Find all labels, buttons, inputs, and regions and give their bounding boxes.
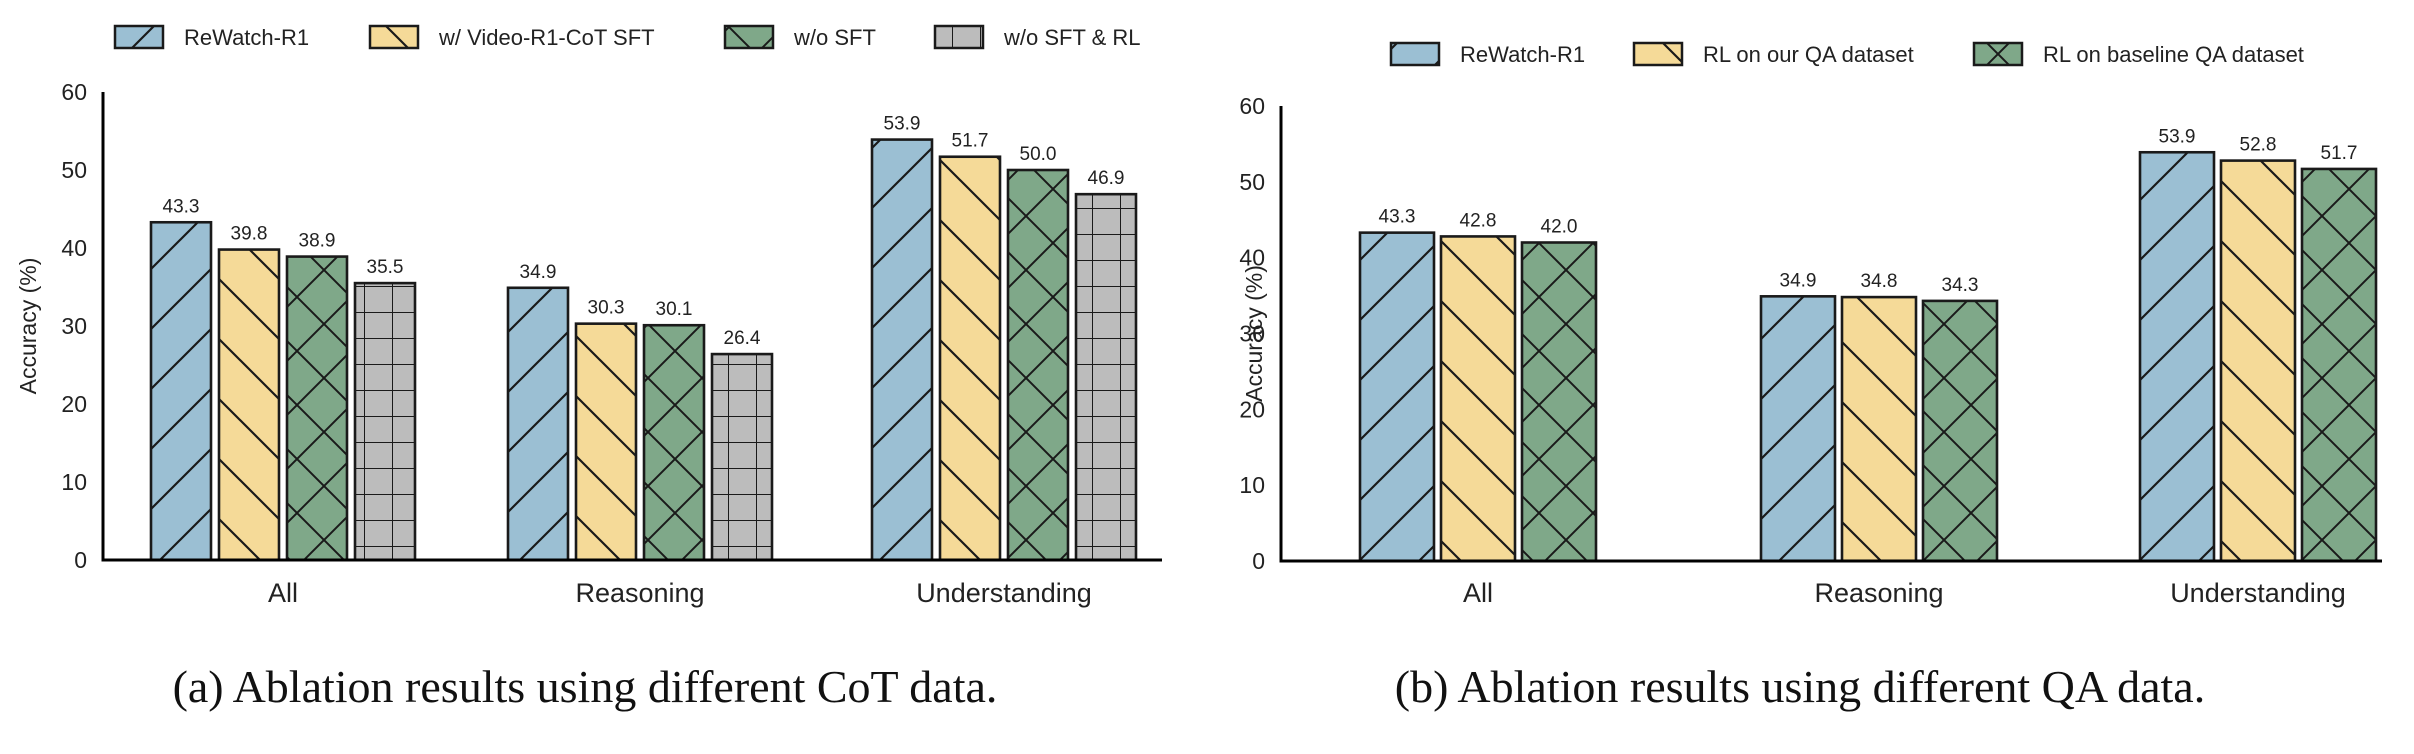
- bar-hatch: [506, 286, 570, 562]
- legend-label: RL on our QA dataset: [1703, 42, 1914, 67]
- bar-hatch: [1759, 295, 1837, 563]
- data-label: 52.8: [2240, 135, 2277, 156]
- legend-label: w/o SFT: [793, 25, 876, 50]
- bar-hatch: [2300, 167, 2378, 563]
- y-tick-label: 20: [61, 391, 87, 417]
- x-tick-label: Reasoning: [575, 578, 704, 608]
- y-axis-label: Accuracy (%): [15, 258, 41, 395]
- bar-hatch: [1074, 192, 1138, 562]
- legend-label: w/ Video-R1-CoT SFT: [438, 25, 655, 50]
- bar-hatch: [285, 255, 349, 562]
- data-label: 50.0: [1020, 144, 1057, 165]
- bar-hatch: [1358, 231, 1436, 563]
- data-label: 53.9: [2159, 126, 2196, 147]
- data-label: 51.7: [952, 131, 989, 152]
- data-label: 34.9: [1780, 270, 1817, 291]
- data-label: 43.3: [163, 196, 200, 217]
- bar-hatch: [353, 281, 417, 562]
- y-tick-label: 60: [1239, 93, 1265, 119]
- x-tick-label: Understanding: [2170, 578, 2346, 608]
- legend-swatch-hatch: [1632, 41, 1684, 67]
- y-tick-label: 30: [1239, 321, 1265, 347]
- data-label: 39.8: [231, 224, 268, 245]
- legend-label: w/o SFT & RL: [1003, 25, 1141, 50]
- bar-hatch: [938, 155, 1002, 562]
- data-label: 34.8: [1861, 271, 1898, 292]
- x-tick-label: All: [1463, 578, 1493, 608]
- data-label: 34.9: [520, 262, 557, 283]
- caption-b: (b) Ablation results using different QA …: [1395, 661, 2205, 712]
- bar-hatch: [217, 248, 281, 562]
- data-label: 26.4: [724, 328, 761, 349]
- data-label: 43.3: [1379, 207, 1416, 228]
- data-label: 30.3: [588, 298, 625, 319]
- data-label: 42.0: [1541, 217, 1578, 238]
- data-label: 46.9: [1088, 168, 1125, 189]
- y-tick-label: 50: [61, 157, 87, 183]
- legend-swatch-hatch: [723, 24, 775, 50]
- bar-hatch: [1439, 235, 1517, 563]
- y-tick-label: 40: [61, 235, 87, 261]
- bar-hatch: [1520, 241, 1598, 563]
- legend-label: ReWatch-R1: [1460, 42, 1585, 67]
- data-label: 30.1: [656, 299, 693, 320]
- data-label: 35.5: [367, 257, 404, 278]
- bar-hatch: [2138, 150, 2216, 563]
- bar-hatch: [1006, 168, 1070, 562]
- y-tick-label: 50: [1239, 169, 1265, 195]
- bar-hatch: [1921, 299, 1999, 563]
- bar-hatch: [1840, 295, 1918, 563]
- y-tick-label: 20: [1239, 396, 1265, 422]
- bar-hatch: [574, 322, 638, 562]
- x-tick-label: All: [268, 578, 298, 608]
- y-tick-label: 60: [61, 79, 87, 105]
- x-tick-label: Reasoning: [1814, 578, 1943, 608]
- bar-hatch: [2219, 159, 2297, 563]
- legend-label: RL on baseline QA dataset: [2043, 42, 2304, 67]
- legend-swatch-hatch: [933, 24, 985, 50]
- y-tick-label: 30: [61, 313, 87, 339]
- chart-panel-a: 0 10 20 30 40 50 60 Accuracy (%) 43.3 39.8 38.9 35.…: [15, 24, 1162, 608]
- bar-hatch: [642, 323, 706, 562]
- y-axis-label: Accuracy (%): [1241, 265, 1267, 402]
- y-tick-label: 10: [61, 469, 87, 495]
- y-tick-label: 0: [74, 547, 87, 573]
- x-tick-label: Understanding: [916, 578, 1092, 608]
- caption-a: (a) Ablation results using different CoT…: [173, 661, 998, 712]
- bar-hatch: [870, 138, 934, 562]
- bar-hatch: [710, 352, 774, 562]
- data-label: 42.8: [1460, 210, 1497, 231]
- chart-panel-b: 0 10 20 30 40 50 60 Accuracy (%) 43.3 42.8 42.0 All…: [1239, 41, 2382, 608]
- legend-swatch-hatch: [1389, 41, 1441, 67]
- data-label: 38.9: [299, 231, 336, 252]
- y-tick-label: 0: [1252, 548, 1265, 574]
- bar-hatch: [149, 220, 213, 562]
- legend-swatch-hatch: [113, 24, 165, 50]
- y-tick-label: 40: [1239, 245, 1265, 271]
- legend-swatch-hatch: [1972, 41, 2024, 67]
- data-label: 51.7: [2321, 143, 2358, 164]
- legend-label: ReWatch-R1: [184, 25, 309, 50]
- legend-swatch-hatch: [368, 24, 420, 50]
- data-label: 53.9: [884, 114, 921, 135]
- y-tick-label: 10: [1239, 472, 1265, 498]
- data-label: 34.3: [1942, 275, 1979, 296]
